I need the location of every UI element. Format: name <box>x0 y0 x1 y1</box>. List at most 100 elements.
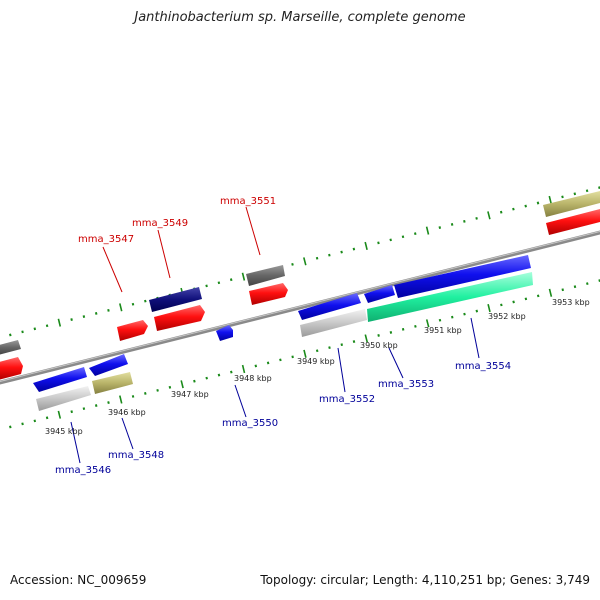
scale-tick-minor <box>438 226 442 229</box>
scale-tick-minor <box>573 285 577 289</box>
gene-label-mma_3552[interactable]: mma_3552 <box>319 394 375 405</box>
scale-tick-minor <box>254 364 258 368</box>
scale-tick-minor <box>21 422 24 426</box>
gene-label-mma_3548[interactable]: mma_3548 <box>108 450 164 461</box>
scale-tick-major <box>425 226 430 235</box>
scale-tick-minor <box>340 250 343 254</box>
scale-tick-minor <box>131 302 135 306</box>
scale-tick-minor <box>352 247 356 251</box>
scale-label: 3947 kbp <box>171 390 209 399</box>
scale-tick-minor <box>144 391 147 395</box>
scale-tick-minor <box>561 288 564 292</box>
genome-summary-text: Topology: circular; Length: 4,110,251 bp… <box>260 573 590 587</box>
gene-feature <box>249 283 288 305</box>
gene-feature <box>364 285 395 303</box>
gene-feature <box>246 265 285 286</box>
gene-label-mma_3550[interactable]: mma_3550 <box>222 418 278 429</box>
scale-tick-minor <box>9 333 12 337</box>
scale-tick-minor <box>389 238 392 242</box>
gene-label-mma_3546[interactable]: mma_3546 <box>55 465 111 476</box>
scale-tick-minor <box>70 410 73 414</box>
bottom-leader-lines <box>70 317 480 464</box>
scale-tick-minor <box>340 343 343 347</box>
scale-tick-minor <box>512 207 515 211</box>
gene-feature <box>36 386 91 411</box>
scale-tick-minor <box>414 324 417 328</box>
scale-tick-major <box>487 211 491 220</box>
scale-tick-minor <box>9 425 12 429</box>
scale-tick-major <box>487 304 491 313</box>
scale-tick-major <box>241 364 246 374</box>
scale-tick-minor <box>389 331 393 334</box>
scale-label: 3945 kbp <box>45 427 83 436</box>
gene-feature <box>367 272 533 322</box>
gene-feature <box>300 309 367 337</box>
scale-tick-minor <box>586 282 589 286</box>
scale-tick-major <box>425 319 430 328</box>
scale-tick-minor <box>524 204 527 208</box>
scale-tick-major <box>57 410 62 419</box>
scale-tick-minor <box>33 327 37 331</box>
scale-label: 3946 kbp <box>108 408 146 417</box>
scale-tick-minor <box>144 299 147 303</box>
scale-tick-minor <box>401 235 405 239</box>
scale-tick-minor <box>561 195 564 199</box>
scale-tick-minor <box>82 407 86 411</box>
scale-tick-major <box>119 395 123 404</box>
scale-tick-minor <box>512 300 515 304</box>
scale-tick-minor <box>401 327 405 331</box>
gene-feature <box>117 320 148 341</box>
scale-tick-major <box>364 334 369 343</box>
scale-tick-minor <box>451 315 454 319</box>
scale-label: 3953 kbp <box>552 298 590 307</box>
scale-tick-major <box>303 257 307 266</box>
scale-tick-minor <box>499 210 503 214</box>
scale-tick-minor <box>45 416 49 420</box>
scale-tick-minor <box>291 355 294 359</box>
scale-tick-minor <box>131 395 135 398</box>
scale-tick-minor <box>217 281 221 285</box>
scale-tick-minor <box>475 309 479 313</box>
scale-tick-major <box>57 318 62 327</box>
gene-label-mma_3553[interactable]: mma_3553 <box>378 379 434 390</box>
gene-label-mma_3551[interactable]: mma_3551 <box>220 196 276 207</box>
scale-label: 3948 kbp <box>234 374 272 383</box>
scale-tick-minor <box>94 404 98 408</box>
scale-tick-minor <box>352 340 356 343</box>
scale-tick-minor <box>463 312 466 316</box>
scale-tick-minor <box>217 373 221 377</box>
scale-tick-major <box>241 272 246 281</box>
genome-backbone <box>0 230 600 385</box>
scale-tick-minor <box>94 312 98 315</box>
scale-label: 3952 kbp <box>488 312 526 321</box>
scale-tick-minor <box>524 297 528 301</box>
gene-label-mma_3549[interactable]: mma_3549 <box>132 218 188 229</box>
gene-feature <box>394 255 531 298</box>
scale-tick-minor <box>156 388 159 392</box>
scale-tick-major <box>180 380 184 389</box>
scale-tick-minor <box>21 330 24 334</box>
scale-label: 3949 kbp <box>297 357 335 366</box>
scale-tick-minor <box>573 192 577 196</box>
gene-label-mma_3554[interactable]: mma_3554 <box>455 361 511 372</box>
scale-tick-minor <box>500 303 503 307</box>
map-title: Janthinobacterium sp. Marseille, complet… <box>134 10 466 25</box>
gene-feature <box>149 287 202 312</box>
scale-tick-minor <box>45 324 49 328</box>
scale-tick-minor <box>438 318 442 322</box>
gene-label-mma_3547[interactable]: mma_3547 <box>78 234 134 245</box>
scale-tick-minor <box>536 294 540 298</box>
scale-tick-minor <box>414 232 417 236</box>
scale-tick-minor <box>205 376 208 380</box>
scale-tick-major <box>364 241 368 250</box>
scale-tick-minor <box>33 419 37 423</box>
gene-feature <box>543 191 600 217</box>
scale-tick-minor <box>107 308 110 312</box>
scale-line-bottom <box>9 279 600 429</box>
scale-tick-minor <box>463 219 466 223</box>
gene-feature <box>33 367 87 392</box>
gene-feature <box>92 372 133 394</box>
scale-tick-minor <box>377 241 380 245</box>
top-leader-lines <box>102 206 261 293</box>
